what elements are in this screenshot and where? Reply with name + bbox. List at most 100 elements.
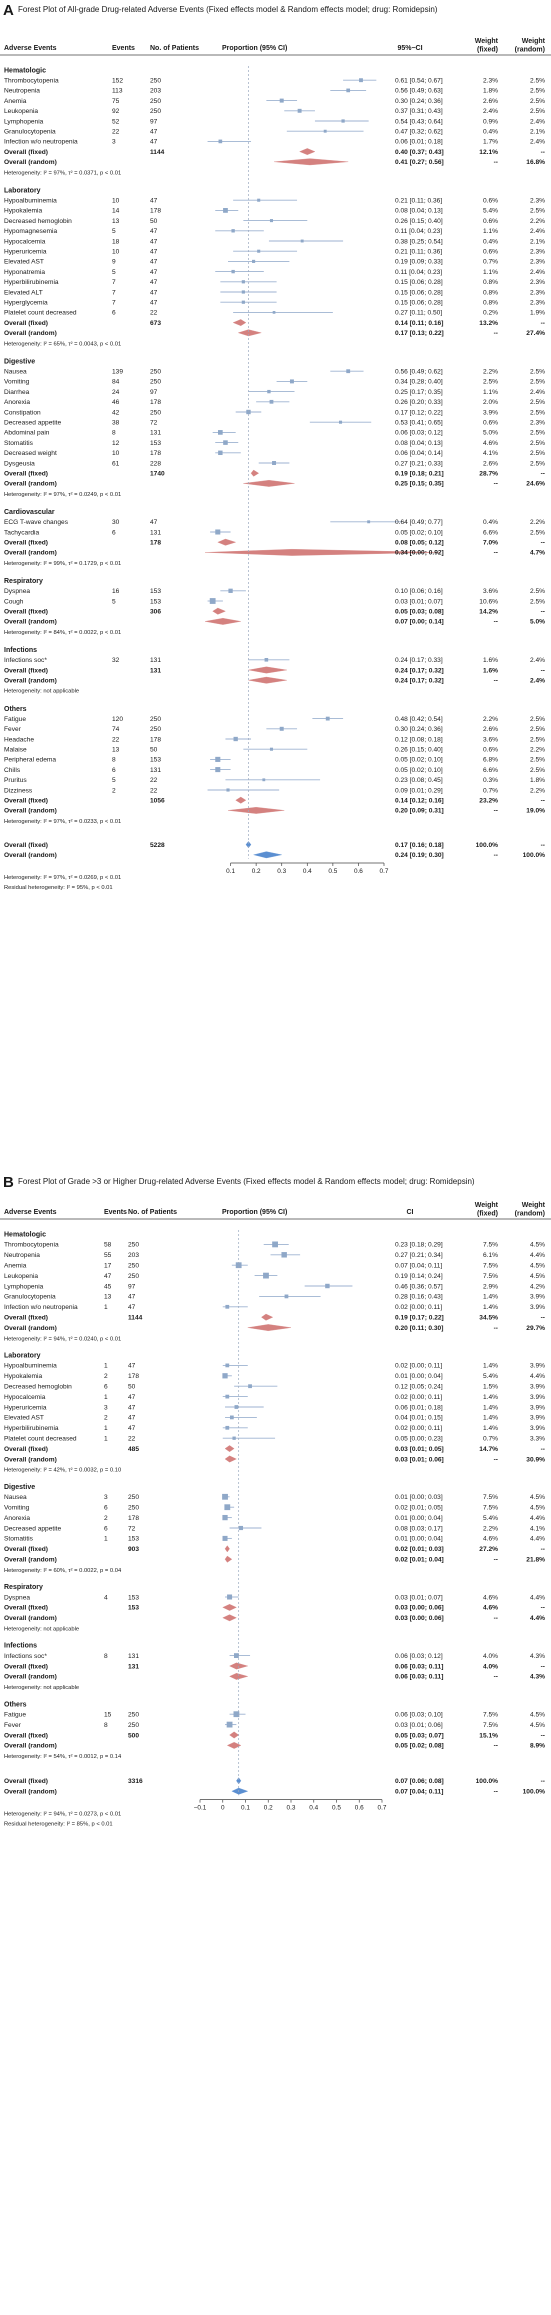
patients-count: 50 [150,218,158,225]
ci-text: 0.03 [0.01; 0.06] [395,1722,443,1729]
weight-random: 2.5% [530,78,545,85]
column-header: Weight [475,1202,499,1209]
column-header: Weight [475,38,499,45]
weight-random: 2.5% [530,369,545,376]
weight-fixed: 4.6% [483,1536,498,1543]
weight-random: 2.4% [530,228,545,235]
subgroup-random-label: Overall (random) [4,159,57,166]
ci-text: 0.20 [0.09; 0.31] [395,808,444,815]
study-point [269,219,274,223]
events-count: 47 [104,1273,112,1280]
study-label: Peripheral edema [4,757,56,764]
study-point [226,1721,233,1728]
weight-random: -- [541,540,545,547]
patients-count: 47 [128,1404,136,1411]
events-count: 42 [112,409,120,416]
weight-fixed: 0.4% [483,519,498,526]
subgroup-fixed-label: Overall (fixed) [4,609,48,616]
study-label: Fever [4,1722,22,1729]
study-point [272,1241,278,1248]
study-label: Hypokalemia [4,208,42,215]
ci-text: 0.56 [0.49; 0.63] [395,88,443,95]
events-count: 61 [112,460,120,467]
ci-text: 0.30 [0.24; 0.36] [395,98,443,105]
patients-count: 72 [150,420,158,427]
patients-count: 228 [150,460,161,467]
subgroup-fixed-label: Overall (fixed) [4,667,48,674]
weight-fixed: 2.2% [483,1525,498,1532]
patients-count: 22 [128,1436,136,1443]
weight-fixed: 1.4% [483,1404,498,1411]
weight-fixed: 0.3% [483,777,498,784]
patients-count: 47 [150,238,158,245]
x-tick-label: 0.3 [287,1805,296,1812]
weight-random: 4.3% [530,1653,545,1660]
study-label: Infection w/o neutropenia [4,1304,78,1311]
events-count: 38 [112,420,120,427]
events-count: 46 [112,399,120,406]
subgroup-heading: Others [4,706,27,713]
weight-random: 4.2% [530,1283,545,1290]
weight-random: 4.5% [530,1722,545,1729]
weight-random: 2.2% [530,787,545,794]
subgroup-fixed-label: Overall (fixed) [4,1446,48,1453]
weight-fixed: 6.1% [483,1252,498,1259]
ci-text: 0.41 [0.27; 0.56] [395,159,444,166]
random-effect-diamond [222,1614,237,1622]
patients-count: 178 [128,1515,139,1522]
patients-count: 47 [128,1363,136,1370]
column-header: (fixed) [477,1211,498,1218]
events-count: 10 [112,198,120,205]
events-count: 75 [112,98,120,105]
study-point [232,1436,236,1440]
events-count: 52 [112,118,120,125]
study-point [215,529,221,535]
ci-text: 0.01 [0.00; 0.04] [395,1536,443,1543]
weight-random: 2.2% [530,747,545,754]
patients-count: 153 [150,588,161,595]
patients-count: 47 [150,269,158,276]
study-label: Hyperuricemia [4,249,47,256]
ci-text: 0.03 [0.01; 0.06] [395,1456,444,1463]
weight-fixed: 1.6% [483,657,498,664]
weight-fixed: 3.9% [483,409,498,416]
study-label: Malaise [4,747,27,754]
weight-random: -- [541,1663,545,1670]
subgroup-total: 306 [150,609,161,616]
weight-random: 2.5% [530,108,545,115]
weight-fixed: 0.7% [483,1436,498,1443]
study-label: Pruritus [4,777,27,784]
weight-random: 2.3% [530,279,545,286]
patients-count: 47 [150,289,158,296]
weight-random: 3.9% [530,1294,545,1301]
weight-random: 2.5% [530,757,545,764]
ci-text: 0.06 [0.03; 0.10] [395,1712,443,1719]
patients-count: 178 [128,1373,139,1380]
subgroup-random-label: Overall (random) [4,481,57,488]
subgroup-fixed-label: Overall (fixed) [4,1605,48,1612]
weight-fixed: -- [494,1456,498,1463]
ci-text: 0.08 [0.04; 0.13] [395,208,443,215]
study-point [225,1425,230,1430]
weight-fixed: -- [494,481,498,488]
column-header: (fixed) [477,47,498,54]
events-count: 8 [112,757,116,764]
weight-random: 4.4% [530,1373,545,1380]
events-count: 152 [112,78,123,85]
weight-random: 4.5% [530,1505,545,1512]
weight-random: 24.6% [526,481,545,488]
fixed-effect-diamond [299,148,316,155]
weight-fixed: 4.6% [483,1605,498,1612]
overall-heterogeneity-note: Residual heterogeneity: I² = 95%, p < 0.… [4,885,113,891]
weight-random: 2.2% [530,218,545,225]
column-header: Adverse Events [4,1209,57,1216]
x-tick-label: 0.7 [378,1805,387,1812]
events-count: 92 [112,108,120,115]
events-count: 8 [104,1722,108,1729]
ci-text: 0.02 [0.00; 0.11] [395,1304,442,1311]
events-count: 9 [112,259,116,266]
study-label: Decreased appetite [4,1525,62,1532]
ci-text: 0.07 [0.06; 0.08] [395,1778,444,1785]
patients-count: 250 [128,1494,139,1501]
ci-text: 0.37 [0.31; 0.43] [395,108,443,115]
